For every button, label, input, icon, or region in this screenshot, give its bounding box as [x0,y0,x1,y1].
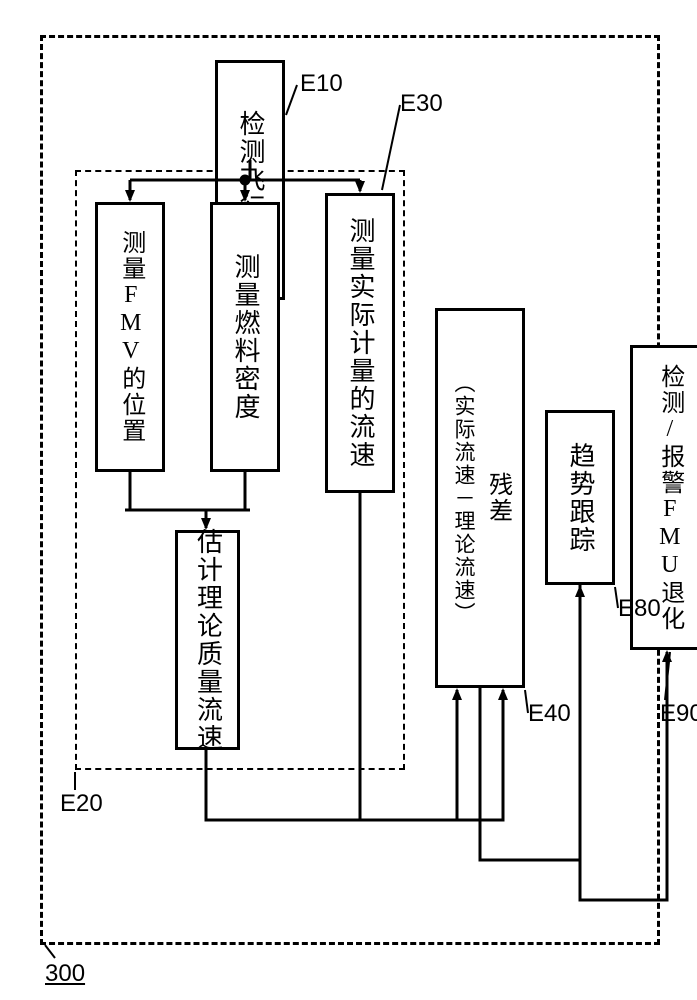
node-e30-text: 测量实际计量的流速 [345,217,375,469]
node-estimate-theoretical-text: 估计理论质量流速 [193,528,223,752]
label-e80: E80 [618,595,661,623]
node-e90-text: 检测/报警FMU退化 [655,364,683,632]
diagram-canvas: 检测飞行点 测量FMV的位置 测量燃料密度 估计理论质量流速 测量实际计量的流速… [0,0,697,1000]
node-e40: 残差 （实际流速－理论流速） [435,308,525,688]
label-e40: E40 [528,700,571,728]
node-measure-fmv-pos: 测量FMV的位置 [95,202,165,472]
node-e80-text: 趋势跟踪 [565,442,595,554]
node-e40-text: 残差 （实际流速－理论流速） [446,372,513,625]
node-e40-line2: （实际流速－理论流速） [452,372,476,625]
label-e20: E20 [60,790,103,818]
node-e80: 趋势跟踪 [545,410,615,585]
node-e30: 测量实际计量的流速 [325,193,395,493]
node-measure-density-text: 测量燃料密度 [230,253,260,421]
label-e30: E30 [400,90,443,118]
label-e90: E90 [660,700,697,728]
label-figure-number: 300 [45,960,85,988]
node-measure-fmv-pos-text: 测量FMV的位置 [116,230,144,444]
node-measure-density: 测量燃料密度 [210,202,280,472]
node-e40-line1: 残差 [485,472,511,524]
label-e10: E10 [300,70,343,98]
node-estimate-theoretical: 估计理论质量流速 [175,530,240,750]
